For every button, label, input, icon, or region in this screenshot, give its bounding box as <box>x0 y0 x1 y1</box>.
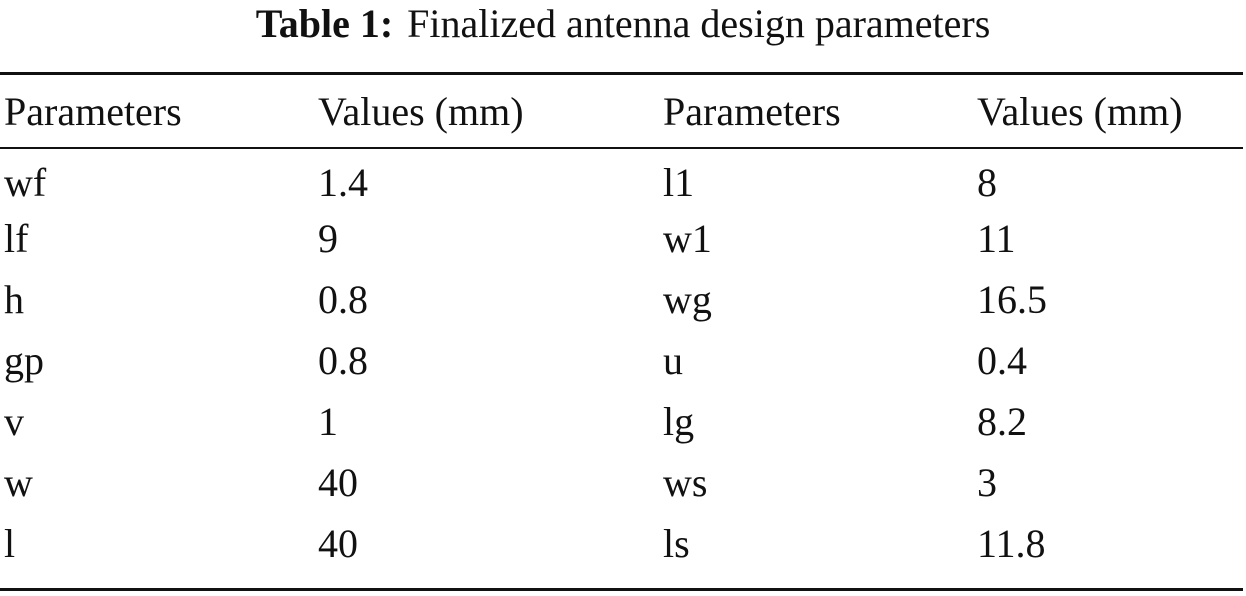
param-name: gp <box>4 338 44 383</box>
param-value: 0.4 <box>977 338 1027 383</box>
antenna-parameters-table: Parameters Values (mm) Parameters Values… <box>0 75 1243 574</box>
table-caption-label: Table 1: <box>255 1 394 46</box>
table-row: w 40 ws 3 <box>0 452 1243 513</box>
table-caption-text: Finalized antenna design parameters <box>407 1 991 46</box>
param-name: l1 <box>663 160 695 205</box>
param-name: w <box>4 460 33 505</box>
table-bottom-rule <box>0 588 1243 591</box>
param-name: w1 <box>663 216 712 261</box>
param-value: 8 <box>977 160 997 205</box>
table-row: v 1 lg 8.2 <box>0 391 1243 452</box>
table-row: wf 1.4 l1 8 <box>0 147 1243 208</box>
param-name: ws <box>663 460 708 505</box>
param-value: 40 <box>318 521 358 566</box>
header-values-2: Values (mm) <box>977 88 1183 134</box>
table-caption: Table 1: Finalized antenna design paramet… <box>0 0 1246 52</box>
param-name: wf <box>4 160 47 205</box>
header-parameters-1: Parameters <box>4 88 182 134</box>
param-value: 0.8 <box>318 338 368 383</box>
param-name: l <box>4 521 16 566</box>
param-value: 11.8 <box>977 521 1046 566</box>
param-name: wg <box>663 277 712 322</box>
param-name: lg <box>663 399 695 444</box>
table-row: h 0.8 wg 16.5 <box>0 269 1243 330</box>
table-row: gp 0.8 u 0.4 <box>0 330 1243 391</box>
param-value: 40 <box>318 460 358 505</box>
param-value: 1 <box>318 399 338 444</box>
table-row: lf 9 w1 11 <box>0 208 1243 269</box>
param-value: 9 <box>318 216 338 261</box>
param-value: 8.2 <box>977 399 1027 444</box>
param-name: lf <box>4 216 29 261</box>
param-name: ls <box>663 521 690 566</box>
table-row: l 40 ls 11.8 <box>0 513 1243 574</box>
param-value: 1.4 <box>318 160 368 205</box>
param-name: u <box>663 338 683 383</box>
param-name: h <box>4 277 24 322</box>
param-name: v <box>4 399 24 444</box>
table-header-row: Parameters Values (mm) Parameters Values… <box>0 75 1243 147</box>
header-values-1: Values (mm) <box>318 88 524 134</box>
param-value: 16.5 <box>977 277 1047 322</box>
header-parameters-2: Parameters <box>663 88 841 134</box>
table-header-rule <box>0 147 1243 149</box>
table-top-rule <box>0 72 1243 75</box>
param-value: 3 <box>977 460 997 505</box>
param-value: 11 <box>977 216 1016 261</box>
param-value: 0.8 <box>318 277 368 322</box>
